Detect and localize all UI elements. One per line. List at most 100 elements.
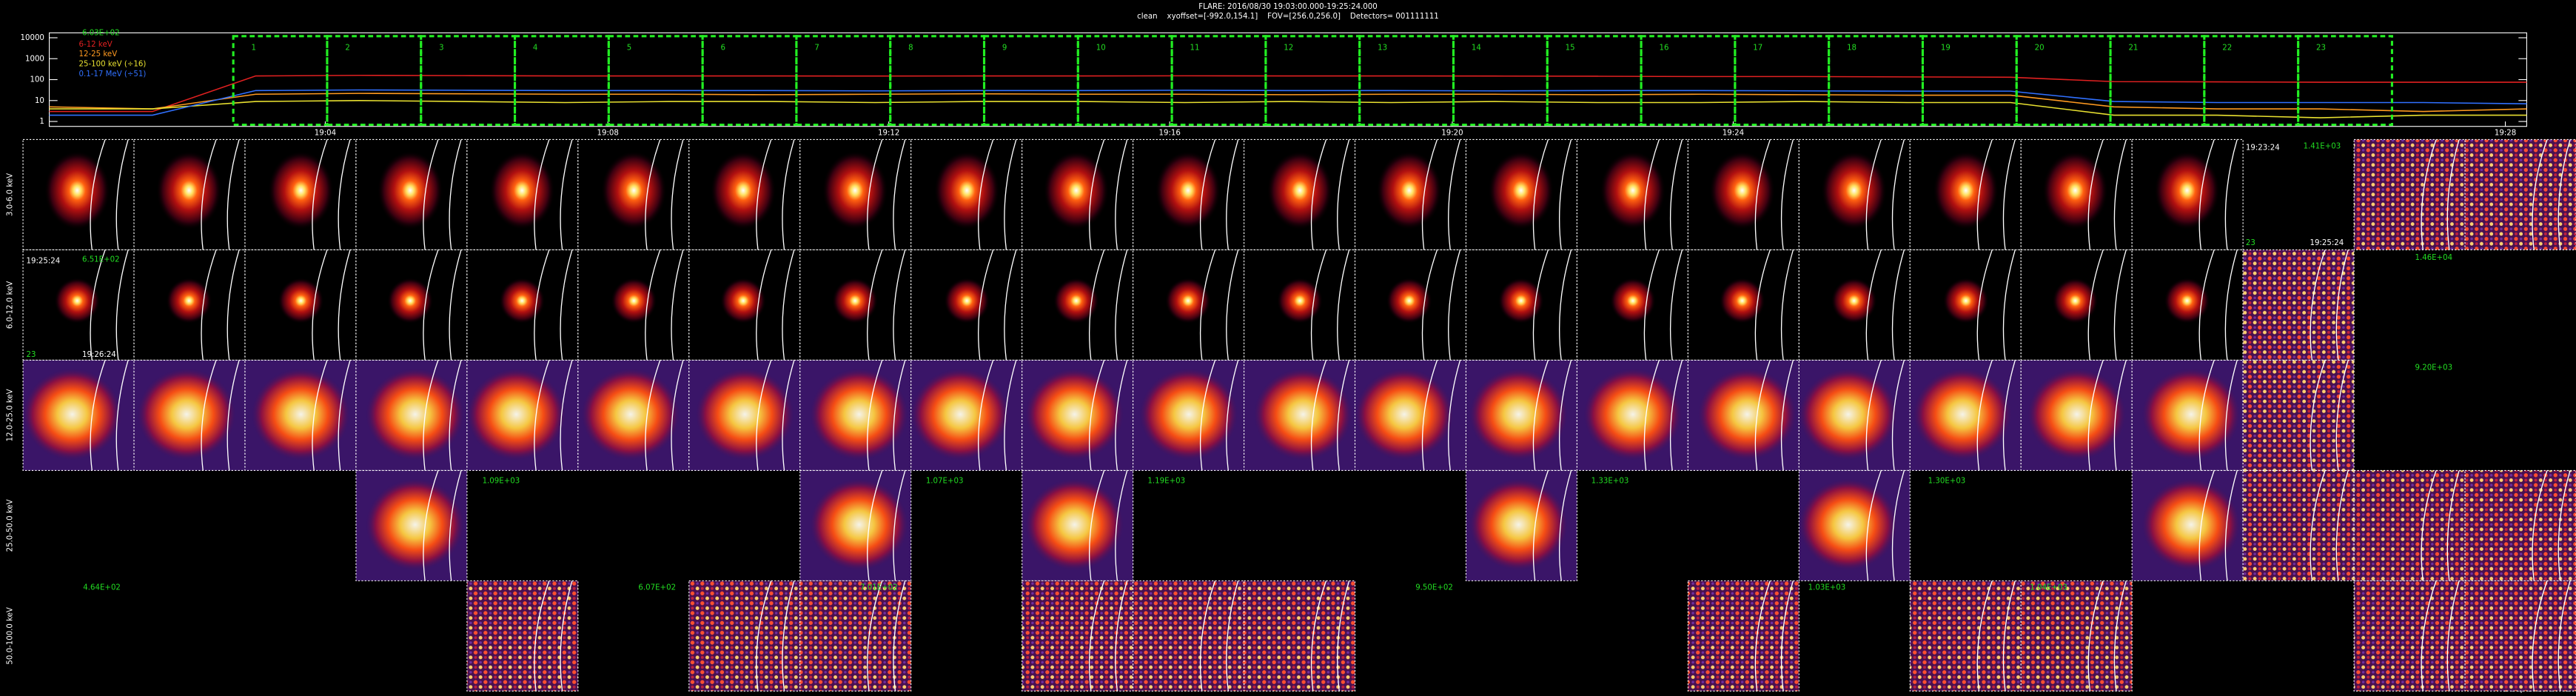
source [387, 278, 434, 324]
limb [1088, 360, 1105, 471]
limb [1088, 580, 1105, 692]
limb [2113, 139, 2127, 250]
limb [978, 360, 994, 471]
time-box [607, 35, 704, 127]
limb [671, 139, 684, 250]
image-panel [799, 580, 911, 692]
panel-annotation: 23 [2246, 239, 2255, 247]
source [1821, 150, 1888, 230]
limb [1310, 139, 1327, 250]
limb [2224, 250, 2238, 361]
time-box-label: 23 [2316, 44, 2326, 52]
limb [1421, 139, 1438, 250]
source [1799, 478, 1898, 571]
limb [338, 360, 351, 471]
y-tick-label: 1000 [25, 55, 44, 63]
panel-border [1354, 359, 1467, 471]
source [2141, 368, 2241, 461]
image-panel [2243, 250, 2355, 361]
source [499, 278, 546, 324]
source [44, 150, 110, 230]
limb [1559, 360, 1572, 471]
source [1799, 368, 1898, 461]
limb [2002, 250, 2016, 361]
source [251, 368, 351, 461]
panel-border [1133, 580, 1245, 692]
limb [227, 250, 240, 361]
source [1831, 278, 1877, 324]
image-panel [1133, 580, 1244, 692]
time-box-label: 1 [252, 44, 256, 52]
limb [1310, 250, 1327, 361]
source [268, 150, 334, 230]
limb [671, 360, 684, 471]
time-box-label: 2 [345, 44, 349, 52]
panel-border [2020, 580, 2133, 692]
limb [2002, 360, 2016, 471]
panel-border [2131, 469, 2244, 581]
limb [2310, 250, 2326, 361]
limb [1088, 250, 1105, 361]
limb [782, 139, 795, 250]
limb [2532, 139, 2548, 250]
source [1609, 278, 1656, 324]
limb [645, 360, 661, 471]
limb [867, 250, 883, 361]
limb [2446, 580, 2460, 692]
source [155, 150, 222, 230]
panel-annotation: 1.04E+03 [2030, 584, 2067, 592]
time-box [2015, 35, 2112, 127]
limb [893, 470, 906, 581]
limb [1754, 250, 1771, 361]
panel-annotation: 1.07E+03 [926, 478, 964, 486]
panel-annotation: 1.41E+03 [2304, 142, 2341, 150]
limb [1976, 580, 1993, 692]
limb [1337, 360, 1350, 471]
legend-entry: 6-12 keV [79, 41, 113, 49]
time-box-label: 20 [2035, 44, 2045, 52]
panel-border [799, 580, 912, 692]
time-box-label: 14 [1472, 44, 1481, 52]
limb [449, 360, 462, 471]
y-tick-label: 1 [39, 118, 44, 126]
limb [1865, 250, 1882, 361]
limb [534, 580, 550, 692]
light-curve [49, 89, 2527, 116]
panel-annotation: 7.01E+02 [860, 584, 898, 592]
time-box [1170, 35, 1267, 127]
time-box-label: 16 [1659, 44, 1668, 52]
limb [1115, 470, 1128, 581]
limb [2421, 139, 2437, 250]
limb [1891, 139, 1905, 250]
source [1913, 368, 2012, 461]
limb [1004, 139, 1017, 250]
source [466, 368, 566, 461]
subtitle: clean xyoffset=[-992.0,154.1] FOV=[256.0… [1137, 13, 1439, 21]
limb [1780, 360, 1794, 471]
source [1376, 150, 1443, 230]
panel-annotation: 1.46E+04 [2415, 254, 2452, 262]
limb [671, 250, 684, 361]
limb [2446, 470, 2460, 581]
panel-border [355, 359, 468, 471]
time-box-label: 15 [1566, 44, 1575, 52]
limb [2087, 250, 2104, 361]
limb [1199, 580, 1216, 692]
time-box-label: 11 [1190, 44, 1200, 52]
time-box [2109, 35, 2206, 127]
panel-border [1465, 359, 1577, 471]
panel-annotation: 1.33E+03 [1591, 478, 1629, 486]
limb [2557, 139, 2571, 250]
image-panel [466, 580, 578, 692]
limb [1865, 470, 1882, 581]
limb [1865, 360, 1882, 471]
limb [201, 250, 217, 361]
source [710, 150, 777, 230]
panel-border [1465, 469, 1577, 581]
limb [449, 250, 462, 361]
limb [312, 360, 328, 471]
limb [1754, 139, 1771, 250]
source [910, 368, 1010, 461]
y-tick-label: 10000 [20, 34, 44, 42]
